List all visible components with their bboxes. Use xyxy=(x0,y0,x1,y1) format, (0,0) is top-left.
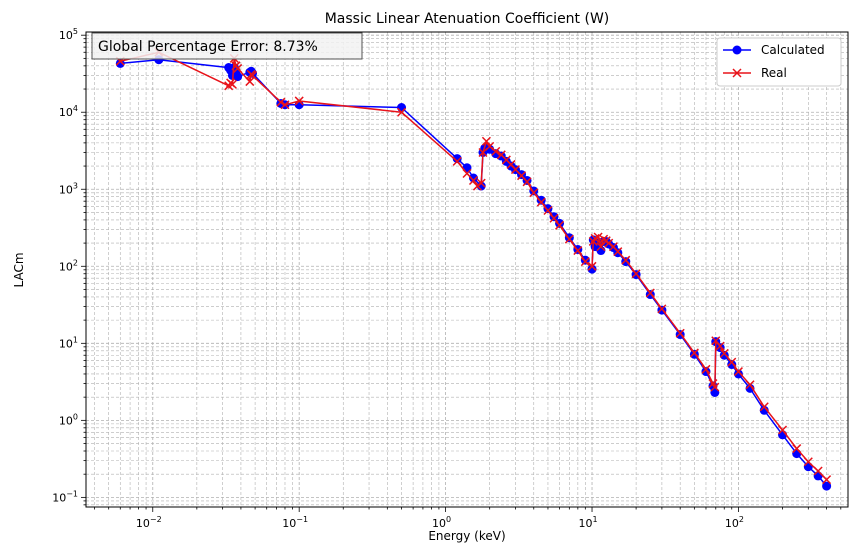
data-point-real xyxy=(733,367,743,377)
data-point-real xyxy=(621,255,631,265)
data-point-calculated xyxy=(813,471,823,481)
chart-title: Massic Linear Atenuation Coefficient (W) xyxy=(325,11,610,27)
x-axis-label: Energy (keV) xyxy=(428,529,505,543)
data-point-real xyxy=(631,269,641,279)
data-point-real xyxy=(462,168,472,179)
data-point-calculated xyxy=(468,173,478,183)
data-point-real xyxy=(657,304,667,314)
x-tick-label: 101 xyxy=(578,515,597,530)
data-point-real xyxy=(276,97,286,107)
data-point-real xyxy=(481,136,491,146)
grid-lines xyxy=(86,32,848,507)
data-point-real xyxy=(715,341,725,351)
y-tick-label: 105 xyxy=(59,27,78,42)
series-layer xyxy=(115,47,832,491)
data-point-real xyxy=(543,205,553,216)
data-point-real xyxy=(759,402,769,412)
data-point-real xyxy=(529,188,539,198)
data-point-real xyxy=(803,457,813,467)
data-point-real xyxy=(593,232,603,242)
data-point-calculated xyxy=(822,481,832,491)
series-real xyxy=(115,47,832,485)
data-point-real xyxy=(645,288,655,298)
y-tick-label: 102 xyxy=(59,258,78,273)
x-tick-label: 100 xyxy=(432,515,451,530)
data-point-real xyxy=(468,175,479,186)
data-point-real xyxy=(294,96,304,106)
data-point-real xyxy=(476,178,486,188)
data-point-real xyxy=(822,475,832,485)
annotation-box xyxy=(91,32,363,60)
data-point-real xyxy=(689,348,699,358)
data-point-real xyxy=(613,247,623,257)
axis-ticks: 10−2 10−1 100 101 102 10−1 100 101 102 103 104 105 xyxy=(52,27,842,530)
data-point-real xyxy=(813,466,823,476)
data-point-real xyxy=(245,77,255,87)
data-point-calculated xyxy=(803,462,813,472)
legend-label-real: Real xyxy=(761,66,787,80)
data-point-real xyxy=(604,238,614,248)
data-point-calculated xyxy=(543,204,553,214)
data-point-calculated xyxy=(719,350,729,360)
annotation-text: Global Percentage Error: 8.73% xyxy=(98,39,318,55)
x-tick-label: 102 xyxy=(725,515,744,530)
data-point-real xyxy=(792,444,802,454)
data-point-calculated xyxy=(727,360,737,370)
x-tick-label: 10−1 xyxy=(282,515,308,530)
legend: Calculated Real xyxy=(716,37,842,87)
data-point-real xyxy=(227,79,237,89)
data-point-real xyxy=(745,380,755,390)
legend-marker-real xyxy=(732,68,742,78)
data-point-real xyxy=(587,261,597,271)
data-point-calculated xyxy=(452,154,462,164)
y-tick-label: 101 xyxy=(59,335,78,350)
x-tick-label: 10−2 xyxy=(136,515,162,530)
y-axis-label: LACm xyxy=(12,252,26,287)
data-point-real xyxy=(247,70,258,80)
y-tick-label: 100 xyxy=(59,412,78,427)
data-point-real xyxy=(701,364,711,374)
data-point-calculated xyxy=(397,103,407,113)
data-point-real xyxy=(675,328,685,338)
y-tick-label: 10−1 xyxy=(52,489,78,504)
data-point-real xyxy=(536,197,546,207)
data-point-real xyxy=(452,156,462,166)
data-point-real xyxy=(491,146,501,156)
data-point-real xyxy=(777,425,788,435)
data-point-calculated xyxy=(792,449,802,459)
data-point-real xyxy=(727,357,737,367)
data-point-calculated xyxy=(587,264,597,274)
data-point-real xyxy=(580,257,590,267)
data-point-real xyxy=(573,246,583,256)
error-annotation: Global Percentage Error: 8.73% xyxy=(91,32,363,60)
data-point-real xyxy=(555,220,565,230)
data-point-real xyxy=(522,177,532,187)
data-point-real xyxy=(599,234,609,244)
data-point-real xyxy=(719,348,729,358)
data-point-real xyxy=(396,107,407,117)
legend-label-calculated: Calculated xyxy=(761,43,825,57)
data-point-calculated xyxy=(536,195,546,205)
data-point-real xyxy=(710,382,720,392)
legend-marker-calculated xyxy=(732,45,742,55)
data-point-real xyxy=(549,213,559,223)
data-point-real xyxy=(280,100,290,110)
data-point-calculated xyxy=(233,72,243,82)
data-point-real xyxy=(564,234,574,244)
data-point-calculated xyxy=(733,369,743,379)
y-tick-label: 104 xyxy=(59,104,78,119)
data-point-real xyxy=(233,63,243,73)
y-tick-label: 103 xyxy=(59,181,78,196)
